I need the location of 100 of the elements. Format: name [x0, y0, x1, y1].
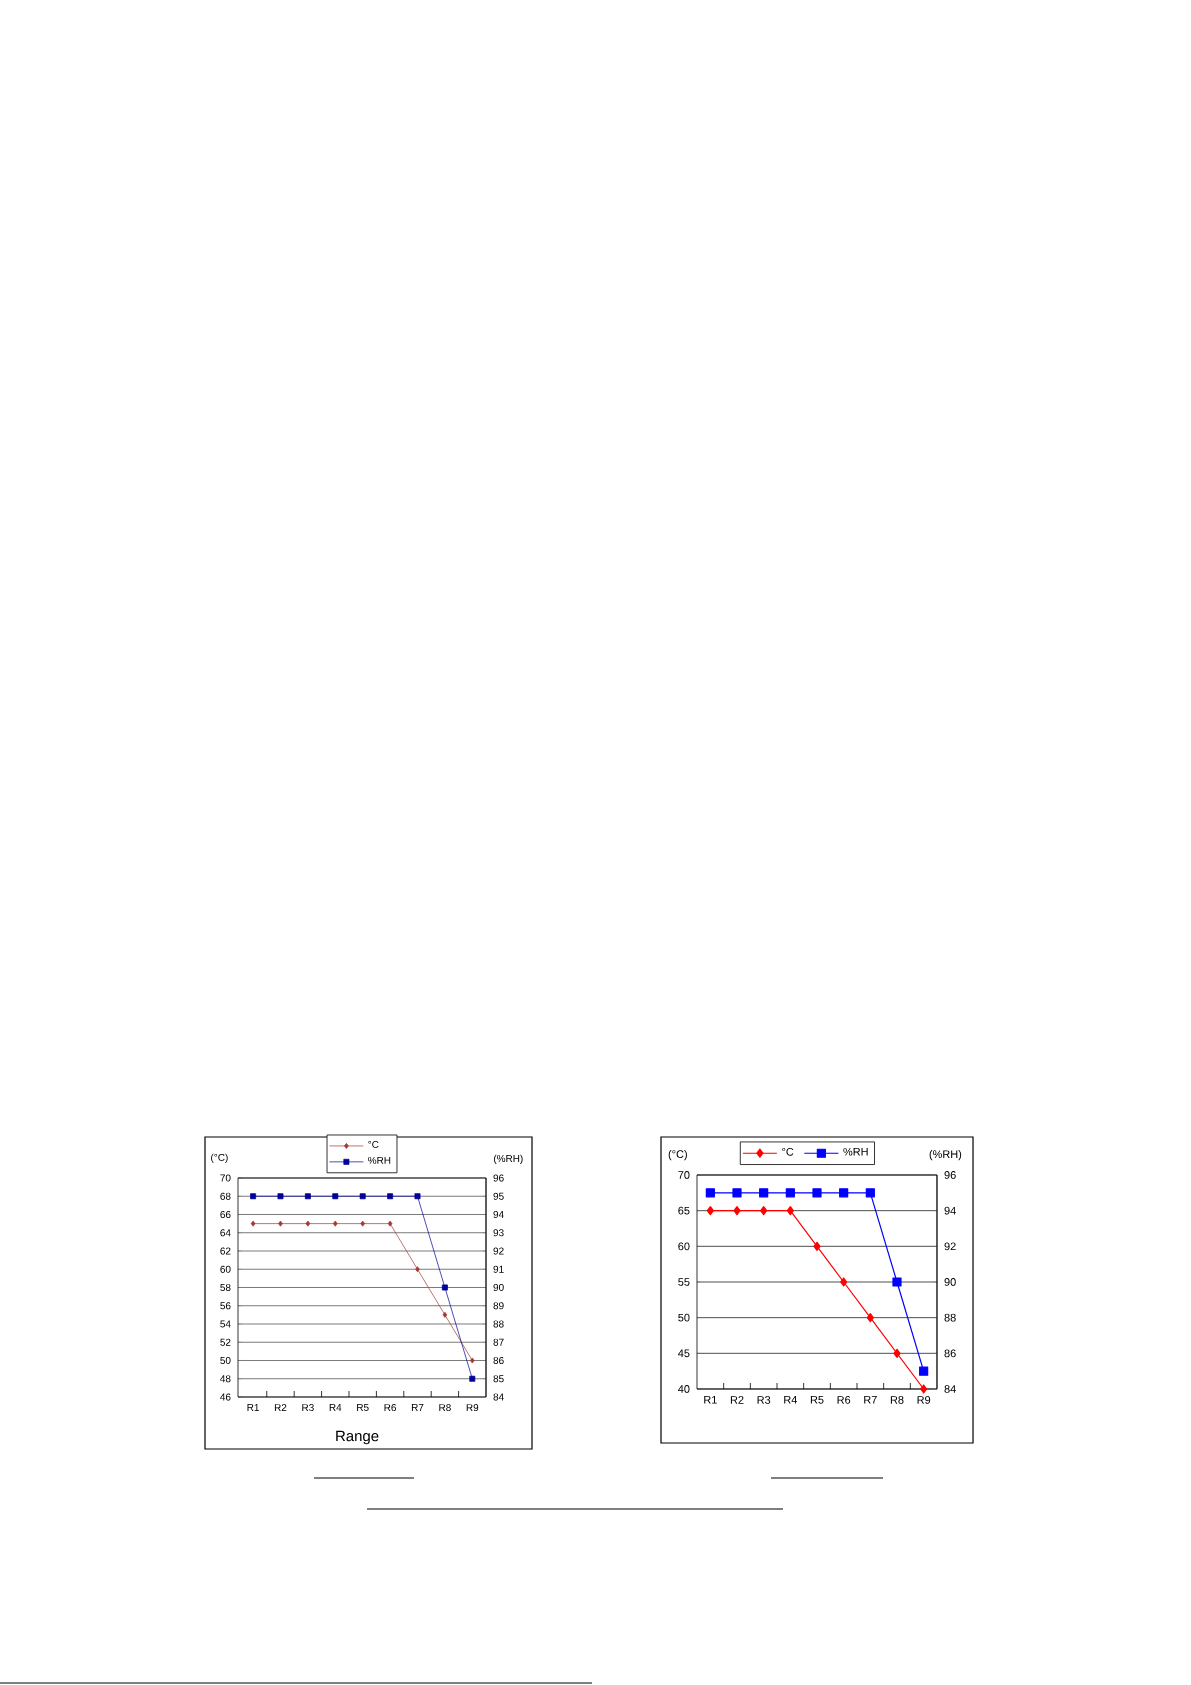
y2-tick-label: 89	[493, 1302, 504, 1310]
x-tick-label: R6	[384, 1404, 397, 1412]
x-tick-label: R7	[411, 1404, 424, 1411]
y-axis-title: (°C)	[668, 1149, 687, 1161]
y2-tick-label: 84	[493, 1393, 504, 1401]
y-tick-label: 62	[220, 1247, 231, 1255]
point	[470, 1357, 475, 1364]
x-tick-label: R9	[917, 1396, 931, 1404]
point	[813, 1241, 821, 1251]
point	[469, 1375, 476, 1382]
y2-tick-label: 94	[493, 1210, 504, 1219]
y2-axis-title: (%RH)	[929, 1149, 962, 1161]
x-axis-title: Range	[336, 1430, 379, 1445]
y-tick-label: 60	[220, 1265, 231, 1273]
x-tick-label: R8	[439, 1404, 451, 1412]
x-tick-label: R8	[890, 1396, 904, 1404]
y-tick-label: 50	[220, 1356, 231, 1365]
legend-label: %RH	[368, 1156, 391, 1164]
point	[304, 1193, 311, 1200]
y2-tick-label: 96	[944, 1171, 956, 1179]
point	[919, 1366, 929, 1376]
y2-axis-title: (%RH)	[494, 1154, 523, 1165]
x-tick-label: R2	[730, 1396, 744, 1404]
point	[387, 1220, 393, 1227]
y-tick-label: 70	[678, 1171, 690, 1179]
legend-label: °C	[368, 1140, 379, 1149]
point	[733, 1206, 741, 1216]
point	[760, 1206, 768, 1216]
x-tick-label: R2	[274, 1404, 287, 1411]
x-tick-label: R3	[302, 1404, 314, 1412]
y-tick-label: 66	[220, 1210, 231, 1219]
y2-tick-label: 84	[944, 1385, 956, 1393]
x-tick-label: R5	[810, 1396, 824, 1404]
y2-tick-label: 94	[944, 1206, 956, 1215]
y-tick-label: 54	[220, 1320, 231, 1328]
y2-tick-label: 90	[944, 1278, 956, 1286]
point	[332, 1220, 338, 1227]
y2-tick-label: 86	[944, 1349, 956, 1358]
y-tick-label: 50	[678, 1313, 690, 1322]
point	[250, 1220, 256, 1227]
y2-tick-label: 95	[493, 1192, 504, 1200]
x-tick-label: R7	[864, 1396, 877, 1404]
x-tick-label: R1	[247, 1404, 259, 1411]
y-tick-label: 68	[220, 1192, 231, 1200]
point	[892, 1277, 902, 1287]
point	[839, 1188, 849, 1198]
x-tick-label: R4	[784, 1396, 798, 1404]
point	[277, 1193, 284, 1200]
point	[359, 1193, 366, 1200]
y-tick-label: 56	[220, 1302, 231, 1310]
x-tick-label: R5	[357, 1404, 369, 1411]
y-tick-label: 48	[220, 1375, 231, 1383]
y-tick-label: 46	[220, 1393, 231, 1401]
point	[920, 1384, 928, 1394]
x-tick-label: R4	[329, 1404, 342, 1411]
y2-tick-label: 86	[493, 1356, 504, 1365]
point	[441, 1284, 448, 1291]
point	[893, 1348, 901, 1358]
point	[332, 1193, 339, 1200]
y2-tick-label: 87	[493, 1338, 504, 1346]
y-tick-label: 60	[678, 1242, 690, 1251]
point	[414, 1193, 421, 1200]
y2-tick-label: 91	[493, 1265, 504, 1273]
point	[865, 1188, 875, 1198]
point	[387, 1193, 394, 1200]
y-axis-title: (°C)	[211, 1153, 228, 1163]
point	[706, 1206, 714, 1216]
point	[360, 1220, 365, 1227]
point	[415, 1266, 420, 1273]
y-tick-label: 64	[220, 1229, 231, 1237]
y2-tick-label: 85	[493, 1375, 504, 1383]
point	[250, 1193, 257, 1200]
y2-tick-label: 90	[493, 1283, 504, 1292]
y-tick-label: 70	[220, 1174, 231, 1182]
y-tick-label: 58	[220, 1283, 231, 1292]
legend-label: %RH	[843, 1147, 868, 1156]
y-tick-label: 40	[678, 1385, 690, 1393]
y2-tick-label: 96	[493, 1174, 504, 1182]
point	[786, 1206, 794, 1216]
point	[305, 1220, 311, 1227]
y-tick-label: 55	[678, 1278, 690, 1286]
point	[705, 1188, 715, 1198]
point	[732, 1188, 742, 1198]
point	[785, 1188, 795, 1198]
y2-tick-label: 88	[944, 1313, 956, 1322]
x-tick-label: R6	[837, 1396, 851, 1404]
point	[866, 1313, 874, 1323]
y2-tick-label: 92	[493, 1247, 504, 1255]
point	[812, 1188, 822, 1198]
legend-label: °C	[782, 1147, 794, 1156]
y2-tick-label: 93	[493, 1229, 504, 1237]
x-tick-label: R1	[704, 1396, 717, 1404]
y2-tick-label: 92	[944, 1242, 956, 1251]
y-tick-label: 45	[678, 1349, 690, 1358]
y-tick-label: 52	[220, 1338, 231, 1346]
x-tick-label: R9	[466, 1404, 479, 1412]
point	[840, 1277, 848, 1287]
y2-tick-label: 88	[493, 1320, 504, 1328]
y-tick-label: 65	[678, 1206, 690, 1215]
point	[278, 1220, 283, 1227]
